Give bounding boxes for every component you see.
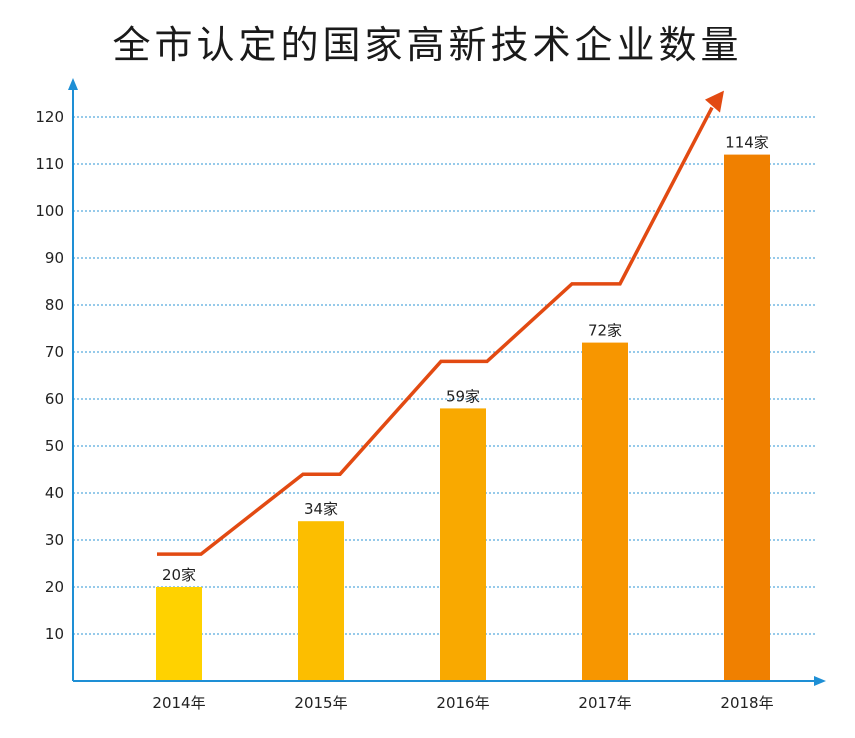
data-labels: 20家 34家 59家 72家 114家 [162, 134, 769, 584]
bar [582, 342, 628, 681]
data-label: 59家 [446, 387, 480, 405]
y-tick-label: 30 [45, 531, 64, 549]
data-label: 72家 [588, 322, 622, 340]
data-label: 20家 [162, 566, 196, 584]
x-category-labels: 2014年 2015年 2016年 2017年 2018年 [152, 694, 773, 712]
y-tick-label: 20 [45, 578, 64, 596]
y-tick-label: 80 [45, 296, 64, 314]
bars [156, 154, 770, 682]
y-tick-label: 110 [35, 155, 64, 173]
trend-line [157, 106, 714, 556]
y-tick-label: 50 [45, 437, 64, 455]
y-tick-label: 10 [45, 625, 64, 643]
y-tick-label: 40 [45, 484, 64, 502]
x-tick-label: 2017年 [578, 694, 631, 712]
x-tick-label: 2018年 [720, 694, 773, 712]
trend-arrow [157, 90, 724, 556]
y-tick-label: 90 [45, 249, 64, 267]
y-tick-label: 120 [35, 108, 64, 126]
data-label: 34家 [304, 500, 338, 518]
y-tick-label: 60 [45, 390, 64, 408]
bar [724, 154, 770, 682]
axes [68, 78, 826, 686]
x-tick-label: 2016年 [436, 694, 489, 712]
data-label: 114家 [725, 134, 769, 152]
bar [156, 587, 202, 681]
y-axis-arrow [68, 78, 78, 90]
y-tick-labels: 10 20 30 40 50 60 70 80 90 100 110 120 [35, 108, 64, 643]
chart-title: 全市认定的国家高新技术企业数量 [112, 23, 743, 67]
bar [298, 521, 344, 681]
x-tick-label: 2014年 [152, 694, 205, 712]
x-tick-label: 2015年 [294, 694, 347, 712]
y-tick-label: 70 [45, 343, 64, 361]
trend-arrow-head [705, 90, 724, 113]
y-tick-label: 100 [35, 202, 64, 220]
bar [440, 408, 486, 681]
x-axis-arrow [814, 676, 826, 686]
